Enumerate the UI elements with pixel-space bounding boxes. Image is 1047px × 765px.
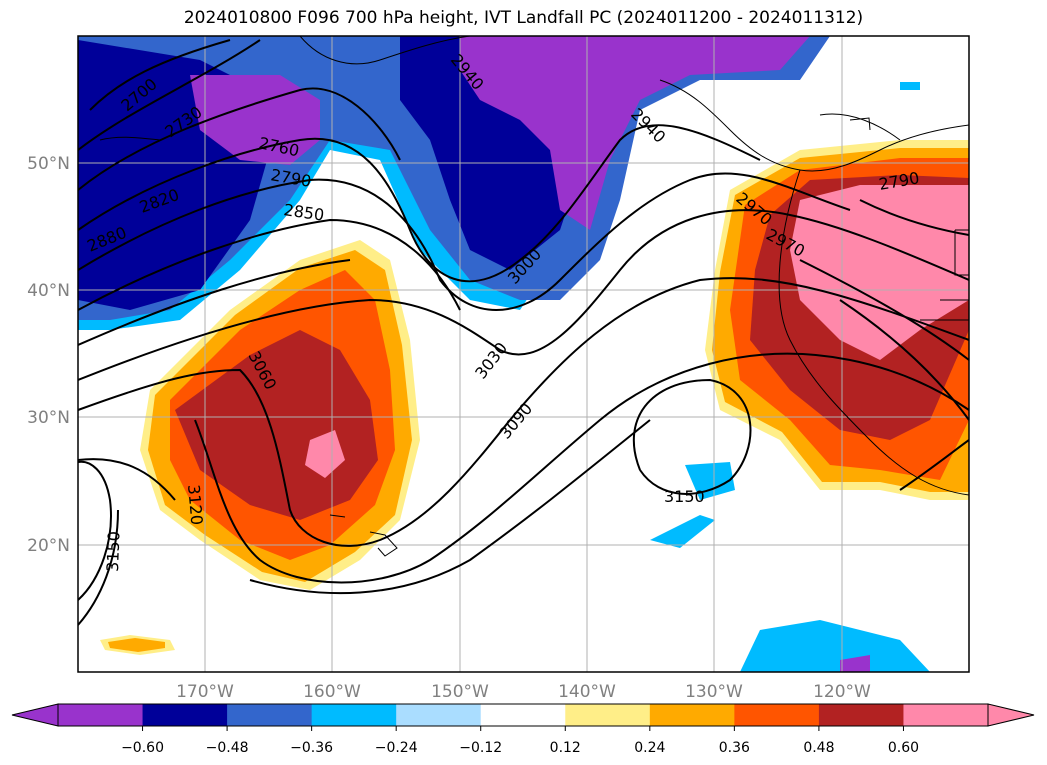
- colorbar-cell: [649, 704, 735, 726]
- contour-label: 3120: [184, 484, 206, 526]
- colorbar: −0.60 −0.48 −0.36 −0.24 −0.12 0.12 0.24 0.36 0.4…: [11, 703, 1035, 756]
- lon-label: 150°W: [431, 682, 489, 702]
- map-frame: [77, 35, 970, 673]
- colorbar-cell: [734, 704, 820, 726]
- colorbar-tick-label: 0.48: [803, 740, 834, 756]
- positive-ivt-shading: [100, 140, 969, 655]
- latitude-labels: 50°N 40°N 30°N 20°N: [27, 154, 70, 556]
- coastlines: [99, 36, 969, 557]
- colorbar-outline: [57, 703, 989, 727]
- colorbar-tick-label: 0.12: [550, 740, 581, 756]
- colorbar-tick-label: −0.48: [206, 740, 249, 756]
- negative-ivt-shading: [78, 36, 930, 672]
- lon-label: 130°W: [685, 682, 743, 702]
- colorbar-cell: [58, 704, 144, 726]
- colorbar-cell: [142, 704, 228, 726]
- colorbar-cell: [227, 704, 313, 726]
- lon-label: 160°W: [303, 682, 361, 702]
- lat-label: 50°N: [27, 154, 70, 174]
- map-plot-area: [78, 36, 969, 672]
- height-contours: [78, 39, 969, 626]
- colorbar-cell: [565, 704, 651, 726]
- lat-label: 30°N: [27, 408, 70, 428]
- contour-label: 3150: [664, 487, 705, 506]
- colorbar-tick-label: −0.12: [459, 740, 502, 756]
- colorbar-max-extend: [987, 703, 1035, 727]
- colorbar-tick-label: −0.60: [121, 740, 164, 756]
- lon-label: 170°W: [176, 682, 234, 702]
- colorbar-min-extend: [11, 703, 59, 727]
- colorbar-cell: [311, 704, 397, 726]
- colorbar-cell: [480, 704, 566, 726]
- colorbar-cell: [396, 704, 482, 726]
- contour-label: 3150: [103, 531, 123, 572]
- colorbar-tick-label: −0.24: [375, 740, 418, 756]
- map-title: 2024010800 F096 700 hPa height, IVT Land…: [183, 8, 864, 28]
- colorbar-tick-label: 0.60: [888, 740, 919, 756]
- colorbar-tick-label: 0.36: [719, 740, 750, 756]
- colorbar-cell: [903, 704, 989, 726]
- lat-label: 20°N: [27, 536, 70, 556]
- colorbar-tick-label: −0.36: [290, 740, 333, 756]
- lon-label: 140°W: [558, 682, 616, 702]
- longitude-labels: 170°W 160°W 150°W 140°W 130°W 120°W: [176, 682, 871, 702]
- lon-label: 120°W: [813, 682, 871, 702]
- colorbar-cell: [818, 704, 904, 726]
- lat-label: 40°N: [27, 281, 70, 301]
- colorbar-tick-label: 0.24: [634, 740, 665, 756]
